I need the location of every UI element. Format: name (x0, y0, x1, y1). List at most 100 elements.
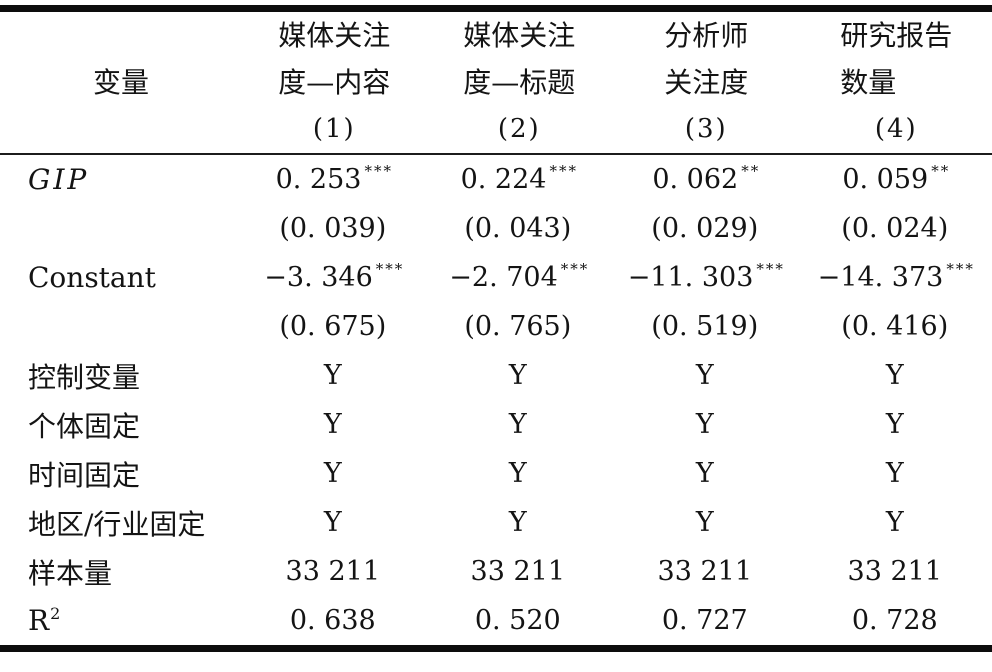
column-header-analyst: 分析师 关注度 (3) (612, 12, 800, 153)
yes-no-value: Y (885, 507, 904, 538)
yes-no-value: Y (885, 458, 904, 489)
model-number: (2) (497, 114, 541, 144)
row-label: R (28, 604, 50, 637)
header-title-line: 数量 (840, 66, 897, 99)
row-label-sup: 2 (50, 604, 61, 623)
yes-no-value: Y (323, 360, 342, 391)
table-row-entity-fe: 个体固定 Y Y Y Y (0, 400, 992, 449)
yes-no-value: Y (508, 458, 527, 489)
coefficient-cell: 0. 224 *** (427, 155, 613, 204)
yes-no-cell: Y (242, 351, 427, 400)
column-header-reports: 研究报告 数量 (4) (801, 12, 992, 153)
table-row-region-industry-fe: 地区/行业固定 Y Y Y Y (0, 498, 992, 547)
yes-no-cell: Y (612, 400, 800, 449)
row-label: 个体固定 (28, 409, 141, 443)
yes-no-value: Y (323, 409, 342, 440)
header-title-line: 度—内容 (278, 66, 391, 99)
header-title-line: 度—标题 (463, 66, 576, 99)
sample-size-cell: 33 211 (427, 547, 613, 596)
stderr-value: (0. 765) (464, 311, 572, 342)
coefficient-cell: −11. 303 *** (612, 253, 800, 302)
row-label-cell: 样本量 (0, 547, 242, 596)
r-squared-cell: 0. 727 (612, 596, 800, 645)
variable-header-label: 变量 (93, 66, 150, 99)
row-label-cell (0, 204, 242, 253)
yes-no-cell: Y (242, 449, 427, 498)
coefficient-cell: −14. 373 *** (801, 253, 992, 302)
column-header-media-content: 媒体关注 度—内容 (1) (242, 12, 427, 153)
stderr-value: (0. 029) (651, 213, 759, 244)
table-row-time-fe: 时间固定 Y Y Y Y (0, 449, 992, 498)
column-header-variable: 变量 (0, 12, 242, 153)
yes-no-value: Y (323, 458, 342, 489)
stderr-cell: (0. 675) (242, 302, 427, 351)
header-row: 变量 媒体关注 度—内容 (1) 媒体关注 度—标题 (2) (0, 12, 992, 153)
significance-stars: *** (549, 162, 578, 180)
sample-size-value: 33 211 (285, 556, 381, 587)
r-squared-value: 0. 638 (289, 605, 376, 636)
stderr-cell: (0. 519) (612, 302, 800, 351)
r-squared-value: 0. 727 (661, 605, 748, 636)
yes-no-value: Y (695, 409, 714, 440)
model-number: (4) (874, 114, 918, 144)
header-title-line: 分析师 (664, 19, 749, 52)
significance-stars: ** (931, 162, 951, 180)
stderr-cell: (0. 416) (801, 302, 992, 351)
table-header: 变量 媒体关注 度—内容 (1) 媒体关注 度—标题 (2) (0, 12, 992, 153)
yes-no-value: Y (695, 360, 714, 391)
significance-stars: *** (364, 162, 393, 180)
sample-size-value: 33 211 (470, 556, 566, 587)
significance-stars: ** (741, 162, 761, 180)
stderr-value: (0. 043) (464, 213, 572, 244)
sample-size-value: 33 211 (657, 556, 753, 587)
stderr-value: (0. 416) (841, 311, 949, 342)
row-label-cell: GIP (0, 155, 242, 204)
stderr-value: (0. 675) (279, 311, 387, 342)
coefficient-cell: 0. 062 ** (612, 155, 800, 204)
coefficient-cell: −2. 704 *** (427, 253, 613, 302)
stderr-value: (0. 519) (651, 311, 759, 342)
sample-size-cell: 33 211 (242, 547, 427, 596)
r-squared-value: 0. 728 (851, 605, 938, 636)
coefficient-cell: −3. 346 *** (242, 253, 427, 302)
table-row-controls: 控制变量 Y Y Y Y (0, 351, 992, 400)
sample-size-cell: 33 211 (612, 547, 800, 596)
table-body: GIP 0. 253 *** 0. 224 *** 0. 062 ** 0. 059 *… (0, 155, 992, 645)
row-label: GIP (28, 163, 90, 196)
sample-size-value: 33 211 (847, 556, 942, 587)
yes-no-cell: Y (612, 351, 800, 400)
row-label: 控制变量 (28, 360, 141, 394)
r-squared-cell: 0. 520 (427, 596, 613, 645)
r-squared-cell: 0. 728 (801, 596, 992, 645)
stderr-cell: (0. 039) (242, 204, 427, 253)
coefficient-value: −3. 346 (264, 262, 373, 293)
table-bottom-rule (0, 645, 992, 652)
coefficient-cell: 0. 059 ** (801, 155, 992, 204)
row-label-cell: 控制变量 (0, 351, 242, 400)
row-label: 样本量 (28, 556, 113, 590)
yes-no-cell: Y (801, 449, 992, 498)
stderr-cell: (0. 024) (801, 204, 992, 253)
row-label: Constant (28, 261, 156, 294)
table-row-r-squared: R2 0. 638 0. 520 0. 727 0. 728 (0, 596, 992, 645)
coefficient-value: −14. 373 (817, 262, 944, 293)
table-row-constant-coef: Constant −3. 346 *** −2. 704 *** −11. 303 *… (0, 253, 992, 302)
header-title-line: 研究报告 (840, 19, 953, 52)
yes-no-value: Y (885, 409, 904, 440)
row-label-cell: R2 (0, 596, 242, 645)
yes-no-cell: Y (801, 400, 992, 449)
stderr-cell: (0. 043) (427, 204, 613, 253)
coefficient-value: 0. 253 (275, 164, 362, 195)
row-label: 地区/行业固定 (28, 507, 206, 541)
column-header-media-title: 媒体关注 度—标题 (2) (427, 12, 613, 153)
model-number: (1) (312, 114, 356, 144)
yes-no-value: Y (695, 458, 714, 489)
yes-no-cell: Y (427, 498, 613, 547)
header-title-line: 媒体关注 (463, 19, 576, 52)
significance-stars: *** (756, 260, 785, 278)
coefficient-value: −2. 704 (449, 262, 558, 293)
yes-no-cell: Y (612, 498, 800, 547)
row-label-cell: 个体固定 (0, 400, 242, 449)
yes-no-value: Y (323, 507, 342, 538)
yes-no-value: Y (508, 507, 527, 538)
